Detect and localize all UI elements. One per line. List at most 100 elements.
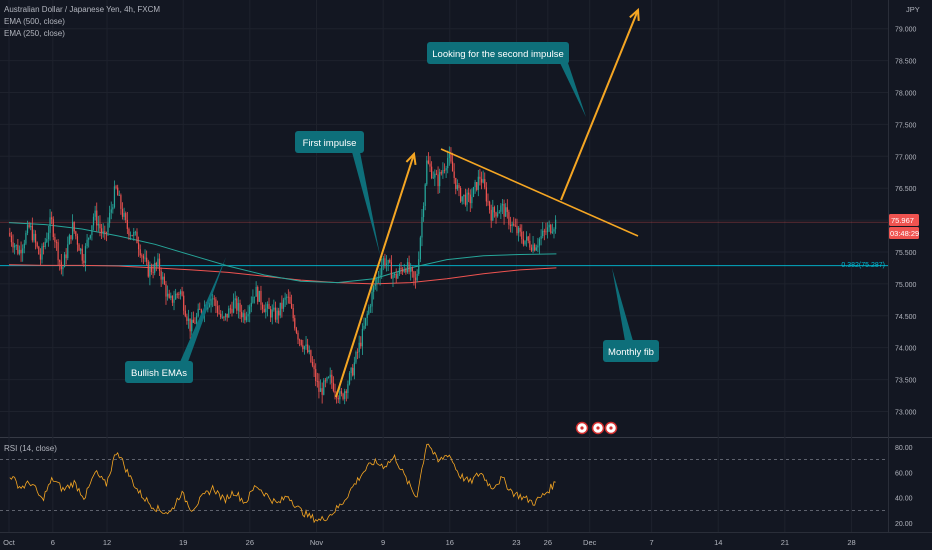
candle-body bbox=[366, 313, 368, 318]
callout-bullish-emas-box[interactable] bbox=[125, 361, 193, 383]
candle-body bbox=[480, 178, 483, 183]
candle-body bbox=[339, 391, 341, 400]
candle-body bbox=[63, 254, 66, 268]
candle-body bbox=[137, 243, 140, 250]
candle-body bbox=[363, 325, 365, 329]
callout-first-impulse[interactable]: First impulse bbox=[295, 131, 364, 153]
candle-body bbox=[540, 236, 542, 240]
candle-body bbox=[422, 205, 425, 218]
price-tick-label: 78.000 bbox=[895, 91, 917, 98]
candle-body bbox=[506, 207, 508, 212]
candle-body bbox=[342, 393, 344, 399]
candle-body bbox=[67, 244, 69, 259]
candle-body bbox=[195, 316, 198, 324]
candle-body bbox=[535, 247, 537, 251]
callout-second-impulse[interactable]: Looking for the second impulse bbox=[427, 42, 569, 64]
candle-body bbox=[105, 232, 108, 234]
candle-body bbox=[344, 391, 346, 399]
time-tick-label: 21 bbox=[781, 538, 789, 547]
candle-body bbox=[187, 318, 190, 321]
candle-body bbox=[450, 154, 452, 162]
candle-body bbox=[133, 232, 135, 236]
candle-body bbox=[522, 239, 525, 245]
candle-body bbox=[91, 225, 93, 236]
candle-body bbox=[385, 263, 388, 265]
callout-first-impulse-box[interactable] bbox=[295, 131, 364, 153]
candle-body bbox=[234, 298, 236, 301]
candle-body bbox=[223, 316, 225, 318]
time-tick-label: 12 bbox=[103, 538, 111, 547]
candle-body bbox=[117, 187, 119, 196]
candle-body bbox=[542, 230, 544, 237]
candle-body bbox=[427, 160, 430, 164]
candle-body bbox=[208, 305, 211, 307]
candle-body bbox=[456, 185, 458, 190]
countdown-text: 03:48:29 bbox=[890, 229, 919, 238]
candle-body bbox=[432, 177, 434, 179]
candle-body bbox=[521, 231, 523, 240]
callout-second-impulse-box[interactable] bbox=[427, 42, 569, 64]
candle-body bbox=[83, 260, 85, 264]
candle-body bbox=[287, 296, 289, 298]
candle-body bbox=[221, 316, 223, 318]
candle-body bbox=[360, 342, 362, 347]
candle-body bbox=[242, 313, 244, 318]
candle-body bbox=[194, 322, 196, 324]
callout-monthly-fib-box[interactable] bbox=[603, 340, 659, 362]
candle-body bbox=[414, 277, 417, 281]
price-tick-label: 73.000 bbox=[895, 409, 917, 416]
candle-body bbox=[181, 291, 183, 296]
callout-monthly-fib[interactable]: Monthly fib bbox=[603, 340, 659, 362]
candle-body bbox=[75, 231, 77, 237]
candle-body bbox=[282, 299, 285, 309]
candle-body bbox=[115, 186, 117, 188]
candle-body bbox=[455, 177, 457, 190]
candle-body bbox=[218, 312, 220, 314]
candle-body bbox=[165, 284, 167, 297]
candle-body bbox=[297, 332, 299, 340]
first-impulse-arrow-head bbox=[405, 151, 417, 166]
price-tick-label: 76.500 bbox=[895, 186, 917, 193]
candle-body bbox=[479, 176, 481, 179]
candle-body bbox=[332, 382, 335, 392]
candle-body bbox=[134, 231, 136, 233]
rsi-tick-label: 40.00 bbox=[895, 496, 913, 503]
candle-body bbox=[340, 391, 343, 394]
time-tick-label: 19 bbox=[179, 538, 187, 547]
candle-body bbox=[178, 293, 180, 295]
price-tick-label: 75.000 bbox=[895, 282, 917, 289]
price-tick-label: 78.500 bbox=[895, 59, 917, 66]
price-tick-label: 79.000 bbox=[895, 27, 917, 34]
candle-body bbox=[384, 258, 386, 265]
candle-body bbox=[355, 351, 357, 363]
candle-body bbox=[237, 303, 240, 311]
candle-body bbox=[508, 211, 510, 225]
candle-body bbox=[334, 391, 336, 394]
candle-body bbox=[184, 310, 186, 317]
candle-body bbox=[51, 217, 53, 220]
candle-body bbox=[374, 283, 376, 286]
price-tick-label: 77.500 bbox=[895, 122, 917, 129]
candle-body bbox=[22, 248, 24, 254]
candle-body bbox=[398, 268, 401, 274]
candle-body bbox=[54, 236, 56, 242]
candle-body bbox=[509, 224, 512, 226]
candle-body bbox=[231, 308, 233, 313]
candle-body bbox=[389, 259, 391, 263]
candle-body bbox=[220, 313, 222, 318]
candle-body bbox=[469, 194, 471, 204]
candle-body bbox=[471, 196, 473, 204]
candle-body bbox=[263, 309, 265, 313]
callout-bullish-emas[interactable]: Bullish EMAs bbox=[125, 361, 193, 383]
rsi-pane-background bbox=[0, 438, 932, 532]
candle-body bbox=[104, 231, 106, 233]
candle-body bbox=[139, 249, 141, 256]
time-tick-label: 23 bbox=[512, 538, 520, 547]
rsi-tick-label: 20.00 bbox=[895, 521, 913, 528]
event-icons[interactable] bbox=[575, 421, 618, 435]
candle-body bbox=[315, 369, 317, 381]
candle-body bbox=[324, 380, 326, 382]
candle-body bbox=[25, 232, 27, 244]
time-tick-label: Oct bbox=[3, 538, 16, 547]
second-impulse-arrow bbox=[560, 9, 639, 201]
